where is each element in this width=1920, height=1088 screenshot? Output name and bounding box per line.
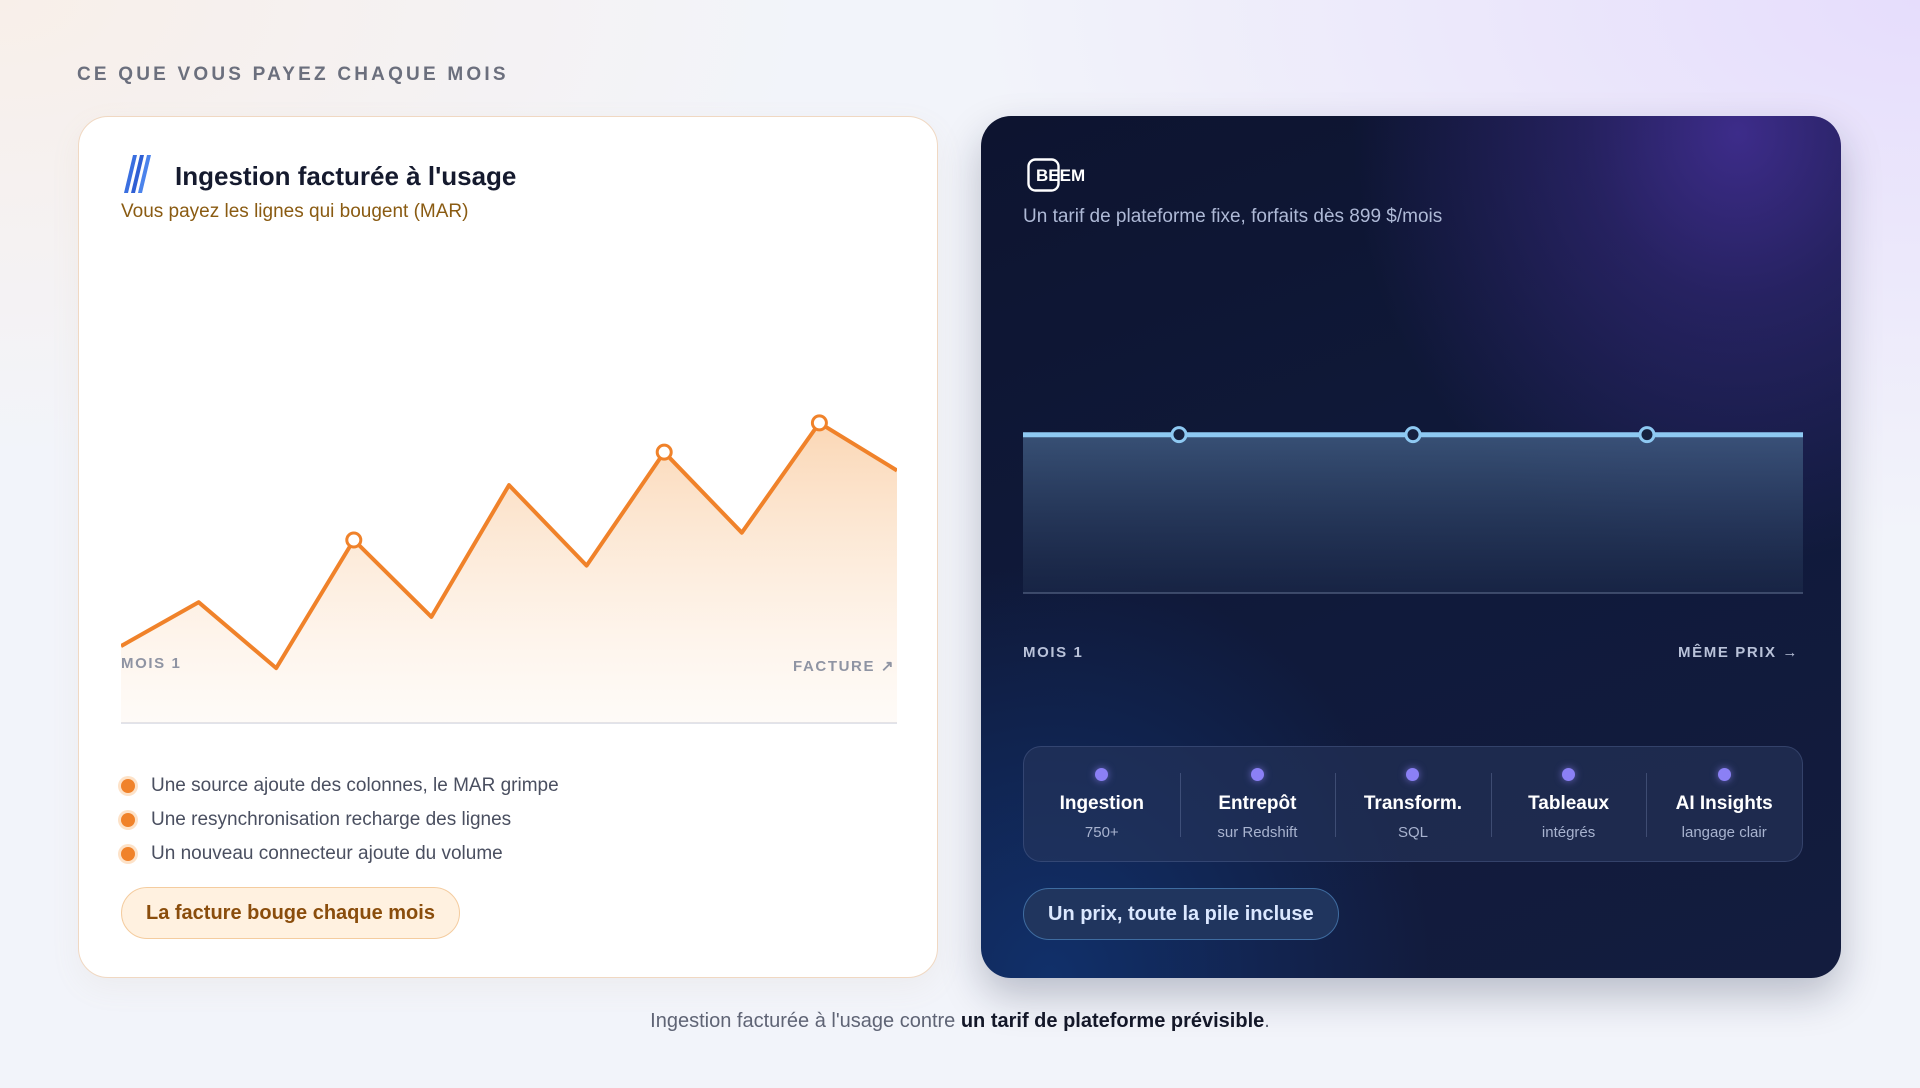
usage-area [121, 422, 897, 723]
data-point-marker [1404, 426, 1422, 444]
feature-title: Tableaux [1528, 792, 1610, 814]
feature-dot-icon [1095, 767, 1109, 781]
bill-changes-badge: La facture bouge chaque mois [121, 887, 460, 939]
feature-ingestion: Ingestion 750+ [1024, 747, 1180, 861]
axis-end-label: MÊME PRIX → [1678, 644, 1799, 661]
feature-dashboards: Tableaux intégrés [1490, 747, 1647, 861]
flat-cost-chart [1023, 426, 1803, 594]
usage-pricing-card: Ingestion facturée à l'usage Vous payez … [78, 116, 938, 978]
comparison-caption: Ingestion facturée à l'usage contre un t… [0, 1010, 1920, 1033]
axis-start-label: MOIS 1 [121, 655, 182, 672]
list-item: Un nouveau connecteur ajoute du volume [119, 837, 559, 871]
flat-area [1023, 434, 1803, 593]
card-subtitle: Vous payez les lignes qui bougent (MAR) [121, 201, 469, 222]
beem-logo: BEEM [1027, 158, 1085, 192]
all-inclusive-badge: Un prix, toute la pile incluse [1023, 888, 1339, 940]
usage-cost-chart [121, 414, 897, 724]
data-point-marker [345, 531, 363, 549]
list-item: Une source ajoute des colonnes, le MAR g… [119, 769, 559, 803]
bullet-dot-icon [121, 779, 135, 793]
feature-subtitle: SQL [1397, 823, 1428, 841]
axis-start-label: MOIS 1 [1023, 644, 1084, 661]
feature-ai-insights: AI Insights langage clair [1646, 747, 1802, 861]
data-point-marker [1638, 426, 1656, 444]
card-subtitle: Un tarif de plateforme fixe, forfaits dè… [1023, 206, 1443, 227]
list-item-text: Un nouveau connecteur ajoute du volume [151, 843, 503, 864]
flat-pricing-card: BEEM Un tarif de plateforme fixe, forfai… [981, 116, 1841, 978]
included-features-panel: Ingestion 750+ Entrepôt sur Redshift Tra… [1023, 746, 1803, 862]
feature-dot-icon [1562, 767, 1576, 781]
bullet-dot-icon [121, 847, 135, 861]
feature-subtitle: intégrés [1541, 823, 1596, 841]
feature-warehouse: Entrepôt sur Redshift [1179, 747, 1336, 861]
feature-subtitle: langage clair [1681, 823, 1767, 841]
card-title: Ingestion facturée à l'usage [175, 161, 517, 191]
data-point-marker [655, 443, 673, 461]
list-item-text: Une resynchronisation recharge des ligne… [151, 809, 512, 830]
usage-line [121, 420, 897, 671]
feature-dot-icon [1717, 767, 1731, 781]
feature-title: Ingestion [1059, 792, 1145, 814]
feature-dot-icon [1250, 767, 1264, 781]
feature-subtitle: 750+ [1084, 823, 1119, 841]
logo-text: BEEM [1036, 166, 1085, 185]
cost-drivers-list: Une source ajoute des colonnes, le MAR g… [119, 769, 559, 871]
axis-end-label: FACTURE ↗ [793, 658, 895, 675]
list-item-text: Une source ajoute des colonnes, le MAR g… [151, 775, 559, 796]
list-item: Une resynchronisation recharge des ligne… [119, 803, 559, 837]
feature-transform: Transform. SQL [1335, 747, 1491, 861]
feature-title: Transform. [1363, 792, 1463, 814]
caption-prefix: Ingestion facturée à l'usage contre [650, 1010, 961, 1032]
data-point-marker [1170, 426, 1188, 444]
feature-title: AI Insights [1675, 792, 1773, 814]
bullet-dot-icon [121, 813, 135, 827]
data-point-marker [810, 414, 828, 432]
feature-title: Entrepôt [1218, 792, 1297, 814]
section-eyebrow: CE QUE VOUS PAYEZ CHAQUE MOIS [77, 64, 509, 85]
caption-emphasis: un tarif de plateforme prévisible [960, 1010, 1265, 1032]
stripes-logo-icon [124, 155, 151, 193]
feature-dot-icon [1406, 767, 1420, 781]
caption-suffix: . [1264, 1010, 1270, 1032]
feature-subtitle: sur Redshift [1217, 823, 1298, 841]
